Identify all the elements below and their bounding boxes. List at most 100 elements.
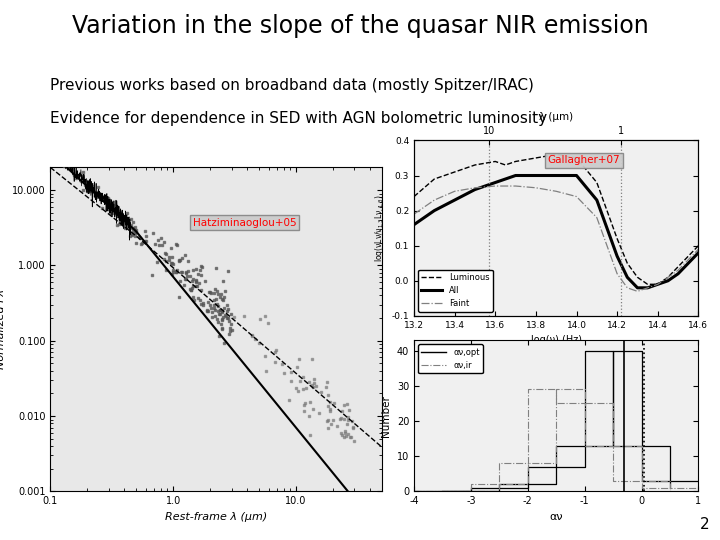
Point [152,236,163,245]
Faint [613,271,621,277]
Luminous [471,161,480,168]
Point [122,209,133,218]
Point [181,268,192,276]
All [572,172,581,179]
Luminous [511,158,520,165]
Point [130,227,142,236]
Point [214,306,225,314]
Luminous [501,161,510,168]
Point [348,437,359,445]
Point [81,186,92,195]
Point [187,266,199,275]
Point [299,407,310,415]
Point [346,433,357,441]
Point [101,205,112,213]
Point [166,253,177,261]
Point [192,269,204,278]
Point [269,348,281,356]
Point [324,407,336,416]
Point [300,384,311,393]
Point [216,308,228,316]
Point [336,430,348,439]
Point [118,212,130,220]
Point [309,379,320,387]
Point [192,294,203,302]
Point [222,313,234,322]
Faint [684,256,693,263]
Point [126,231,138,239]
Point [91,187,103,196]
Point [191,282,202,291]
Y-axis label: log(νLν/ν$_{1.3}$Lν$_{,1.3}$): log(νLν/ν$_{1.3}$Lν$_{,1.3}$) [373,194,386,262]
Point [215,320,226,328]
Point [82,178,94,186]
Point [163,252,174,261]
Point [218,293,230,301]
Point [342,412,354,421]
Faint [664,274,672,281]
Point [96,204,108,212]
Point [159,249,171,258]
Faint [410,211,418,217]
Point [195,271,207,280]
Point [216,307,228,315]
Luminous [491,158,500,165]
Point [160,256,171,265]
Point [212,318,223,327]
Faint [511,183,520,189]
Point [109,209,121,218]
Point [187,275,199,284]
Point [113,220,125,228]
Luminous [684,253,693,260]
Point [114,217,126,225]
Point [216,315,228,323]
Point [285,367,297,376]
Point [119,223,130,232]
Point [55,153,67,162]
Point [109,208,121,217]
Faint [450,188,459,194]
Point [201,306,212,315]
Point [238,312,250,320]
Point [303,411,315,420]
Point [109,208,121,217]
Point [297,373,308,381]
Point [135,240,147,248]
Point [127,217,138,226]
Point [130,226,142,234]
Point [216,324,228,333]
Point [226,326,238,334]
Point [341,400,353,408]
Point [210,294,222,303]
Point [114,207,125,216]
Point [166,270,177,279]
Text: Gallagher+07: Gallagher+07 [548,155,621,165]
All [511,172,520,179]
Luminous [674,264,683,270]
Faint [501,183,510,189]
Point [303,378,315,387]
Point [129,222,140,231]
Point [299,401,310,409]
Point [216,325,228,333]
Point [304,397,315,406]
All [613,253,621,260]
Point [347,422,359,431]
All [603,225,611,231]
Point [91,188,103,197]
Point [323,416,334,424]
Point [340,429,351,437]
Luminous [593,179,601,186]
Point [328,399,340,407]
All [552,172,561,179]
Point [112,209,123,218]
Point [222,266,233,275]
Point [212,307,224,315]
Point [181,272,192,280]
Point [331,421,343,430]
Line: All: All [414,176,698,288]
Point [338,415,349,423]
Point [202,306,213,315]
Point [210,285,221,293]
Faint [674,267,683,273]
